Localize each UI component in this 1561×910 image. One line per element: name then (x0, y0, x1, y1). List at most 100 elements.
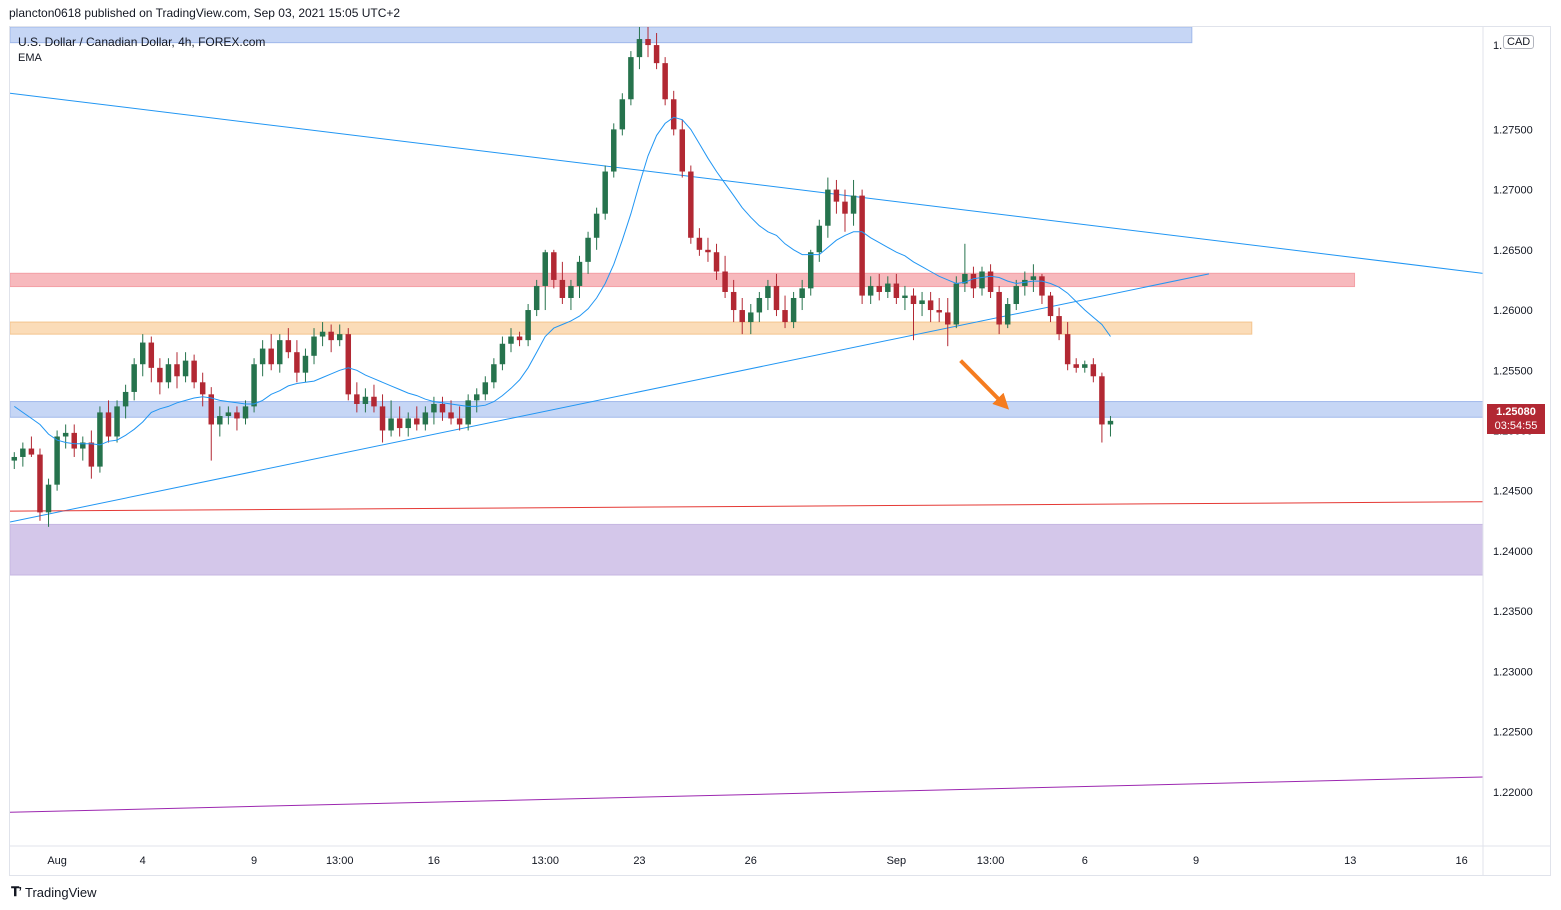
candle-body (533, 285, 540, 311)
y-tick-label: 1.24500 (1493, 486, 1533, 498)
candle-body (773, 285, 780, 311)
candle-body (645, 39, 651, 46)
candle-body (953, 283, 960, 325)
candle-body (62, 432, 69, 437)
y-tick-label: 1.26500 (1493, 245, 1533, 257)
ema-line (14, 116, 1111, 446)
candle-body (405, 418, 411, 429)
candle-body (1073, 364, 1079, 368)
candle-body (174, 364, 180, 377)
candle-body (242, 406, 249, 419)
candle-body (542, 252, 548, 286)
candle-body (182, 360, 189, 377)
candle-body (1056, 316, 1062, 335)
candle-body (88, 442, 95, 467)
candle-body (979, 271, 985, 289)
y-tick-label: 1.27500 (1493, 124, 1533, 136)
candle-body (165, 364, 172, 383)
ema-indicator-label[interactable]: EMA (18, 52, 42, 64)
plot-area[interactable] (10, 27, 1517, 813)
currency-badge[interactable]: CAD (1503, 35, 1535, 49)
x-tick-label: Sep (887, 855, 907, 867)
x-tick-label: 13 (1344, 855, 1356, 867)
x-tick-label: 23 (633, 855, 645, 867)
candle-body (765, 285, 771, 298)
candle-body (131, 364, 137, 392)
x-tick-label: 4 (140, 855, 146, 867)
candle-body (45, 484, 52, 513)
candle-body (910, 295, 917, 305)
down-arrow-annotation (959, 359, 1010, 410)
candle-body (199, 382, 206, 395)
candle-body (371, 396, 377, 407)
x-tick-label: 16 (1455, 855, 1467, 867)
zone-red-1 (10, 272, 1356, 288)
candle-body (217, 416, 223, 425)
candle-body (790, 297, 797, 323)
candle-body (388, 418, 394, 431)
y-tick-label: 1.22000 (1493, 787, 1533, 799)
tradingview-logo-icon: 𝐓’ (11, 884, 22, 899)
candle-body (859, 195, 865, 296)
candle-body (414, 418, 420, 425)
candle-body (876, 285, 882, 292)
candle-body (842, 201, 848, 214)
candle-body (11, 456, 18, 461)
y-tick-label: 1.27000 (1493, 185, 1533, 197)
candle-body (885, 283, 891, 292)
x-tick-label: 16 (428, 855, 440, 867)
symbol-title[interactable]: U.S. Dollar / Canadian Dollar, 4h, FOREX… (18, 35, 266, 49)
candle-body (140, 342, 146, 365)
brand-name: TradingView (24, 884, 97, 900)
candle-body (653, 45, 660, 64)
candle-body (927, 300, 934, 311)
candle-body (679, 129, 686, 172)
candle-body (902, 295, 908, 298)
trendline-1 (10, 273, 1210, 523)
y-tick-label: 1.24000 (1493, 546, 1533, 558)
candle-body (20, 448, 26, 457)
candle-body (80, 442, 86, 449)
candle-body (807, 252, 814, 289)
candle-body (268, 348, 274, 365)
candle-body (636, 39, 643, 58)
x-tick-label: 6 (1082, 855, 1088, 867)
candle-body (1047, 295, 1054, 317)
candle-body (705, 249, 711, 253)
candle-body (473, 394, 480, 401)
trendline-3 (10, 776, 1483, 813)
candle-body (593, 213, 600, 238)
candle-body (1090, 364, 1097, 377)
candle-body (431, 403, 437, 413)
trendline-2 (10, 501, 1483, 512)
candle-body (354, 394, 360, 404)
candle-body (611, 129, 617, 172)
candle-body (114, 406, 120, 437)
candle-body (713, 252, 720, 272)
candle-body (748, 312, 754, 323)
candle-body (662, 63, 668, 100)
tradingview-logo[interactable]: 𝐓’ TradingView (11, 884, 97, 900)
candle-body (148, 342, 155, 368)
candle-body (799, 288, 805, 298)
zone-blue-3 (10, 401, 1483, 418)
candle-body (422, 412, 429, 425)
candle-body (936, 310, 942, 313)
last-price-tag: 1.25080 03:54:55 (1487, 404, 1545, 434)
candle-body (1013, 285, 1020, 305)
candle-body (816, 225, 823, 253)
y-tick-label-partial: 1. (1493, 40, 1502, 52)
candle-body (576, 261, 583, 286)
candle-body (225, 412, 232, 417)
y-tick-label: 1.26000 (1493, 305, 1533, 317)
candle-body (962, 273, 968, 284)
candle-body (970, 273, 977, 289)
published-line: plancton0618 published on TradingView.co… (9, 6, 401, 20)
candle-body (71, 432, 77, 449)
candle-body (628, 57, 634, 100)
candle-body (379, 406, 386, 431)
candle-body (867, 285, 874, 296)
candle-body (345, 334, 352, 395)
y-tick-label: 1.25500 (1493, 365, 1533, 377)
